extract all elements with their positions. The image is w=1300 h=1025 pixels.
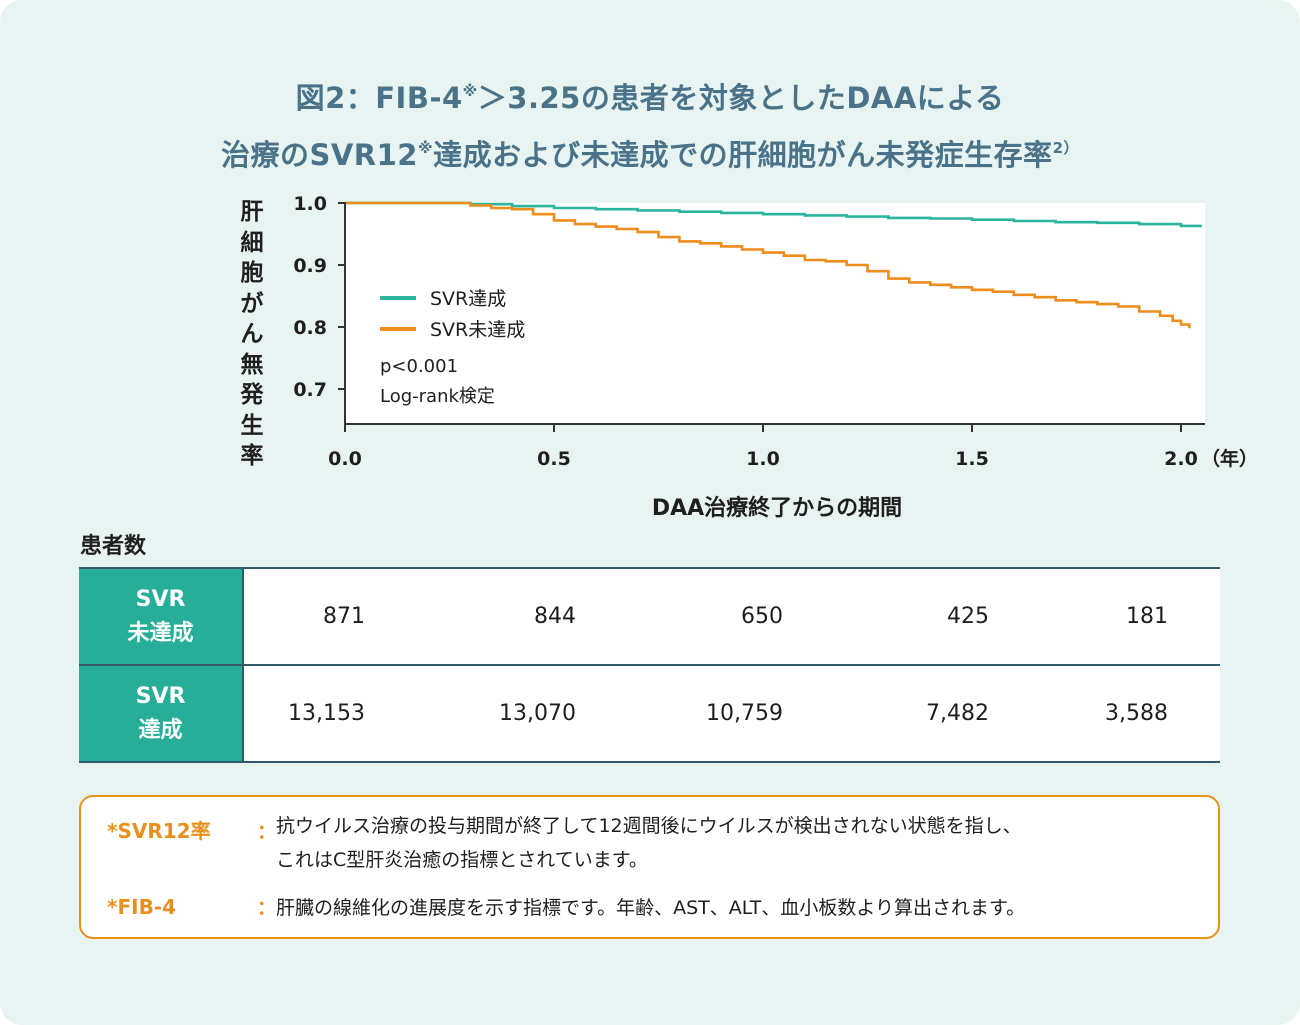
table-cell: 10,759 — [576, 664, 783, 763]
table-cell: 844 — [365, 567, 576, 666]
table-cell: 181 — [989, 567, 1168, 666]
x-tick-label: 1.0 — [746, 448, 780, 470]
x-tick-label: 2.0 — [1164, 448, 1198, 470]
title-line-1: 図2：FIB-4※＞3.25の患者を対象としたDAAによる — [295, 81, 1005, 115]
y-tick-label: 0.9 — [293, 255, 327, 277]
figure-title: 図2：FIB-4※＞3.25の患者を対象としたDAAによる 治療のSVR12※達… — [0, 66, 1300, 180]
stat-annotation: Log-rank検定 — [380, 386, 495, 407]
patients-at-risk-label: 患者数 — [80, 534, 147, 559]
table-cell: 7,482 — [783, 664, 989, 763]
legend-label: SVR未達成 — [430, 319, 525, 341]
table-cell: 425 — [783, 567, 989, 666]
y-tick-label: 0.8 — [293, 317, 327, 339]
row-header: SVR 未達成 — [79, 567, 244, 666]
y-axis-label: 肝細胞がん無発生率 — [240, 199, 264, 469]
table-row-svr-achieved: SVR 達成 13,153 13,070 10,759 7,482 3,588 — [79, 664, 1220, 763]
footnote-term: *SVR12率 — [107, 819, 211, 843]
x-tick-label: 0.0 — [328, 448, 362, 470]
table-cell: 13,070 — [365, 664, 576, 763]
table-cell: 3,588 — [989, 664, 1168, 763]
legend-label: SVR達成 — [430, 288, 506, 310]
x-axis-unit: （年） — [1201, 447, 1258, 470]
footnote-fib4: *FIB-4 ：肝臓の線維化の進展度を示す指標です。年齢、AST、ALT、血小板数… — [107, 895, 1026, 919]
footnote-svr12: *SVR12率： 抗ウイルス治療の投与期間が終了して12週間後にウイルスが検出さ… — [107, 815, 1022, 871]
x-tick-label: 1.5 — [955, 448, 989, 470]
series-line-svr-not-achieved — [345, 201, 1191, 329]
series-line-svr-achieved — [345, 201, 1202, 228]
table-cell: 650 — [576, 567, 783, 666]
km-survival-chart: 1.0 0.9 0.8 0.7 0.0 0.5 1.0 1.5 2.0 （年） DAA治療終了からの… — [293, 193, 1258, 521]
y-tick-label: 0.7 — [293, 379, 327, 401]
x-axis-title: DAA治療終了からの期間 — [652, 495, 902, 521]
y-tick-label: 1.0 — [293, 193, 327, 215]
patients-at-risk-table: SVR 未達成 871 844 650 425 181 SVR 達成 13,15… — [79, 567, 1220, 763]
x-tick-label: 0.5 — [537, 448, 571, 470]
table-row-svr-not-achieved: SVR 未達成 871 844 650 425 181 — [79, 567, 1220, 666]
footnotes-box: *SVR12率： 抗ウイルス治療の投与期間が終了して12週間後にウイルスが検出さ… — [79, 795, 1220, 939]
stat-annotation: p<0.001 — [380, 356, 458, 377]
footnote-term: *FIB-4 — [107, 895, 177, 919]
table-cell: 13,153 — [243, 664, 365, 763]
row-header: SVR 達成 — [79, 664, 244, 763]
title-line-2: 治療のSVR12※達成および未達成での肝細胞がん未発症生存率2） — [220, 138, 1080, 172]
table-cell: 871 — [243, 567, 365, 666]
plot-area — [345, 203, 1205, 424]
